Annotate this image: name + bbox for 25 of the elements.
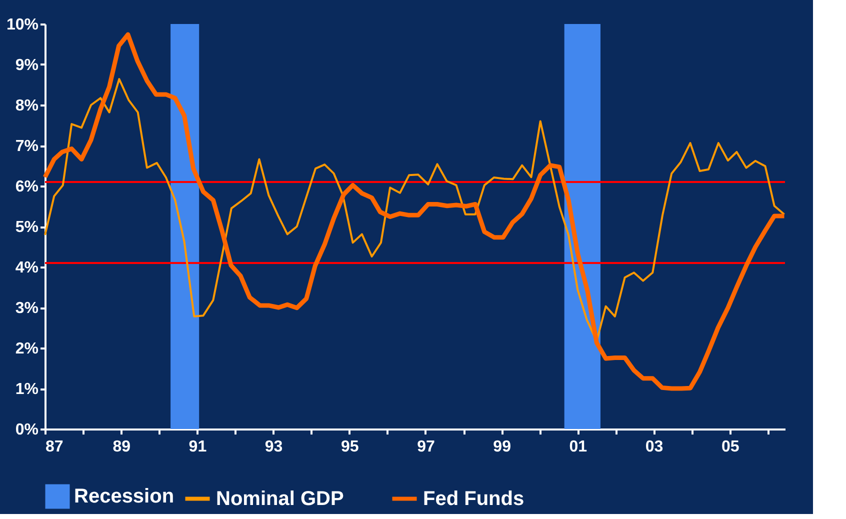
x-tick-label: 99 xyxy=(493,438,512,456)
y-tick-label: 4% xyxy=(15,260,38,276)
x-tick-label: 89 xyxy=(112,438,131,456)
x-tick-label: 01 xyxy=(569,438,588,456)
y-tick-label: 6% xyxy=(15,178,38,196)
legend-label: Nominal GDP xyxy=(216,488,344,510)
y-tick-label: 3% xyxy=(15,300,38,317)
y-tick-label: 2% xyxy=(15,340,38,358)
y-tick-label: 5% xyxy=(15,219,38,236)
x-tick-label: 05 xyxy=(721,438,740,456)
y-tick-label: 0% xyxy=(15,422,38,438)
y-tick-label: 7% xyxy=(15,138,38,155)
x-tick-label: 87 xyxy=(46,438,64,456)
y-tick-label: 10% xyxy=(6,16,38,34)
y-tick-label: 8% xyxy=(15,98,38,114)
x-tick-label: 03 xyxy=(645,438,664,456)
y-tick-label: 1% xyxy=(15,381,38,398)
x-tick-label: 91 xyxy=(188,438,207,456)
line-series xyxy=(42,32,786,391)
x-tick-label: 95 xyxy=(340,438,359,456)
x-tick-label: 97 xyxy=(417,438,435,456)
legend-label: Recession xyxy=(74,486,174,508)
legend-label: Fed Funds xyxy=(423,488,524,510)
x-tick-label: 93 xyxy=(264,438,283,456)
y-tick-label: 9% xyxy=(15,57,38,74)
